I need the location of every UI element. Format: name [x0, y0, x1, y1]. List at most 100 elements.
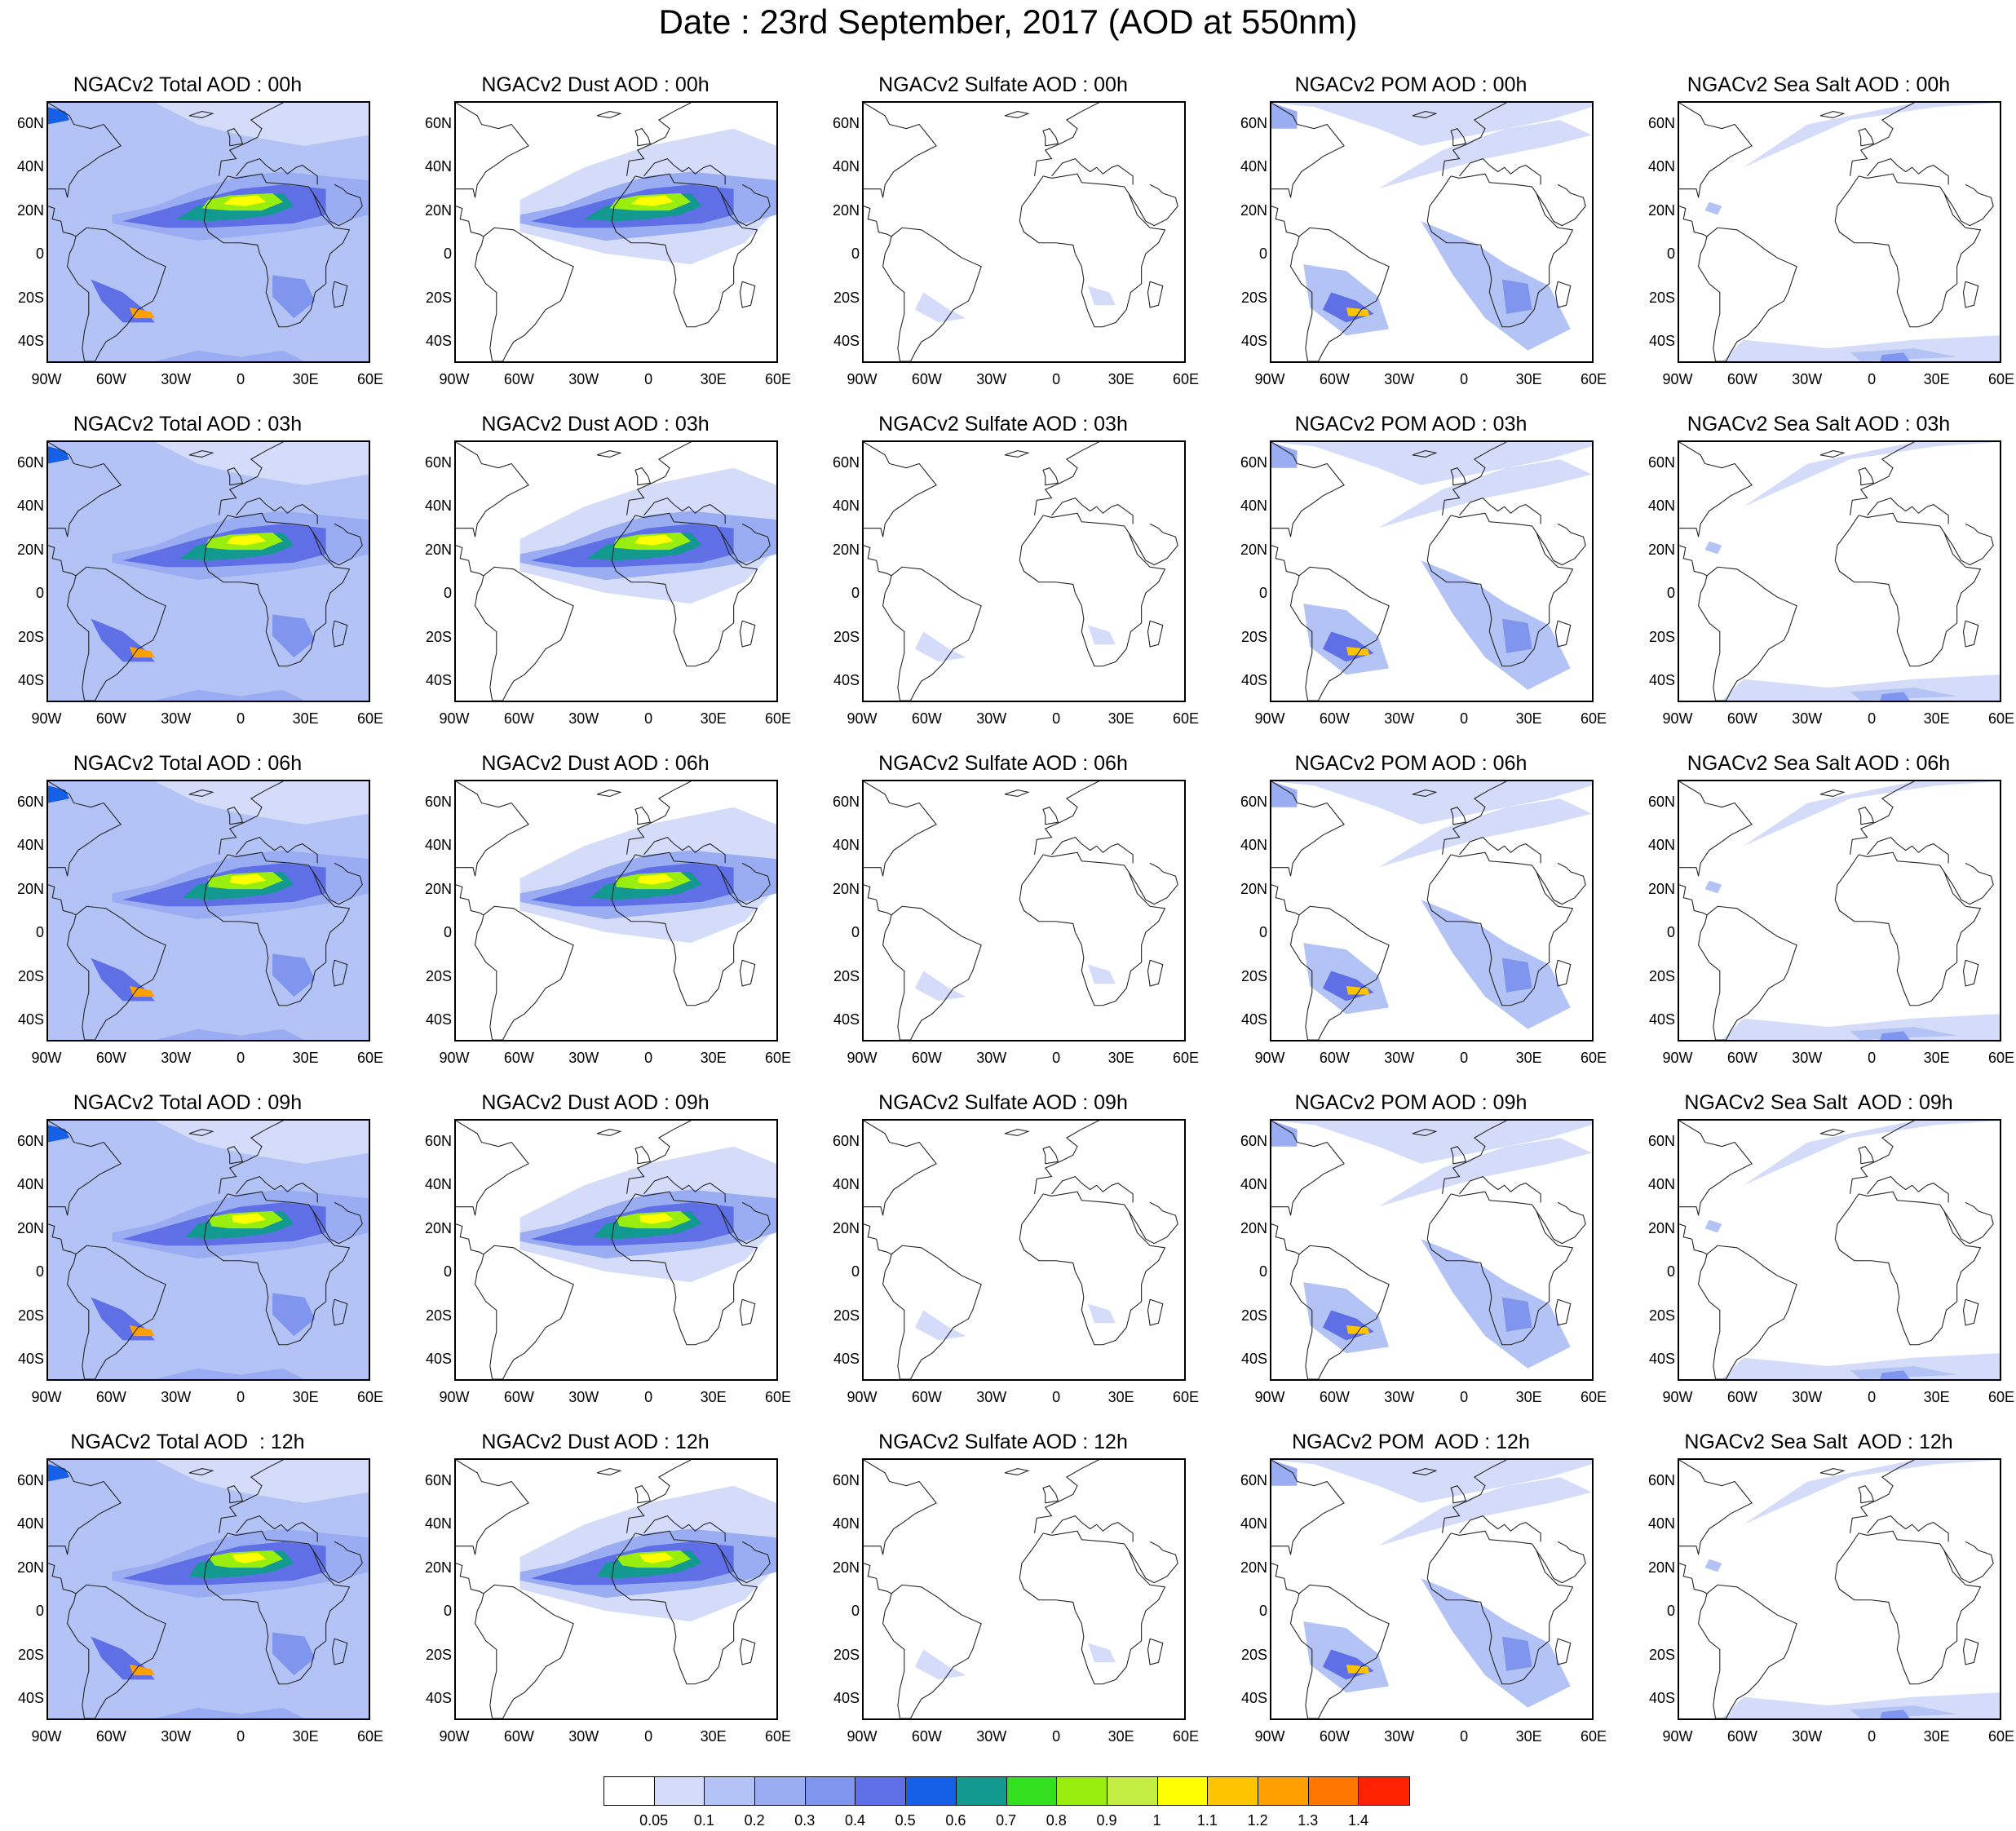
- lon-tick-label: 60W: [503, 371, 534, 387]
- lat-tick-label: 40S: [833, 1351, 860, 1368]
- lon-tick-label: 30E: [292, 710, 319, 727]
- coastline: [1042, 1485, 1059, 1504]
- lon-tick-label: 30W: [161, 1728, 192, 1745]
- lon-tick-label: 30E: [700, 1050, 727, 1066]
- lon-tick-label: 60E: [1172, 371, 1200, 387]
- coastline: [1004, 1129, 1030, 1137]
- coastline: [634, 128, 652, 147]
- map-panel-sulfate-12h: NGACv2 Sulfate AOD : 12h 60N 40N 20N 0 20S 40S…: [832, 1429, 1199, 1747]
- coastline: [236, 498, 318, 524]
- map-panel-sea-salt-09h: NGACv2 Sea Salt AOD : 09h 60N 40N 20N 0 20S 40…: [1647, 1090, 2014, 1408]
- map-panel-pom-06h: NGACv2 POM AOD : 06h 60N 40N 20N 0 20S 40S 90W 6…: [1240, 750, 1607, 1068]
- aod-shaded-region: [1501, 1636, 1532, 1671]
- coastline: [1442, 1460, 1507, 1533]
- lat-tick-label: 60N: [1240, 114, 1267, 131]
- coastline: [882, 227, 982, 361]
- coastline: [48, 1563, 77, 1594]
- lat-tick-label: 40N: [1240, 1515, 1267, 1532]
- coastline: [1536, 1541, 1586, 1584]
- lat-tick-label: 40N: [1240, 1176, 1267, 1193]
- coastline: [48, 206, 77, 237]
- coastline: [643, 498, 726, 524]
- lon-tick-label: 0: [1052, 710, 1061, 727]
- lon-tick-label: 60E: [1172, 1728, 1200, 1745]
- coastline: [1679, 545, 1708, 577]
- coastline: [1858, 807, 1875, 825]
- lon-tick-label: 90W: [847, 371, 878, 387]
- coastline: [643, 837, 726, 864]
- lat-tick-label: 20N: [1647, 880, 1675, 897]
- coastline: [1042, 467, 1059, 486]
- lat-tick-label: 0: [35, 924, 44, 941]
- lon-tick-label: 30E: [1515, 1050, 1542, 1066]
- lon-tick-label: 30E: [1107, 1050, 1134, 1066]
- lon-tick-label: 60E: [764, 1728, 792, 1745]
- lat-tick-label: 20N: [424, 880, 452, 897]
- coastline: [739, 1638, 756, 1665]
- lon-tick-label: 30W: [161, 1389, 192, 1405]
- lon-tick-label: 90W: [847, 710, 878, 727]
- coastline: [48, 884, 77, 916]
- aod-shaded-region: [154, 1368, 305, 1379]
- panel-title: NGACv2 POM AOD : 03h: [1294, 413, 1527, 436]
- lat-tick-label: 20N: [1647, 1559, 1675, 1576]
- coastline: [1128, 523, 1178, 566]
- aod-shaded-region: [1743, 1460, 2000, 1525]
- coastline: [1697, 566, 1797, 701]
- lon-tick-label: 30E: [1515, 1389, 1542, 1405]
- coastline: [1147, 1298, 1164, 1326]
- coastline: [1962, 620, 1979, 648]
- lat-tick-label: 0: [1258, 1263, 1267, 1280]
- lat-tick-label: 60N: [424, 793, 452, 810]
- coastline: [1271, 1223, 1300, 1255]
- coastline: [864, 781, 937, 877]
- lat-tick-label: 60N: [832, 114, 860, 131]
- coastline: [626, 1460, 692, 1533]
- lat-tick-label: 40S: [17, 1011, 44, 1028]
- lon-tick-label: 60W: [1319, 371, 1350, 387]
- lon-tick-label: 0: [1460, 1728, 1469, 1745]
- coastline: [331, 1298, 348, 1326]
- map-frame: [454, 1119, 778, 1381]
- lat-tick-label: 40S: [1240, 333, 1267, 350]
- lon-tick-label: 0: [644, 710, 653, 727]
- coastline: [1850, 1460, 1915, 1533]
- lat-tick-label: 40S: [1648, 333, 1675, 350]
- lat-tick-label: 60N: [1647, 114, 1675, 131]
- coastline: [1412, 789, 1438, 798]
- map-panel-sea-salt-00h: NGACv2 Sea Salt AOD : 00h 60N 40N 20N 0 20S 40…: [1647, 72, 2014, 390]
- coastline: [864, 103, 937, 198]
- coastline: [312, 1541, 363, 1584]
- lat-tick-label: 20S: [1240, 289, 1267, 306]
- lat-tick-label: 40S: [425, 1690, 452, 1707]
- aod-shaded-region: [1501, 1297, 1532, 1332]
- lon-tick-label: 30W: [976, 710, 1007, 727]
- panel-title: NGACv2 POM AOD : 09h: [1294, 1091, 1527, 1114]
- coastline: [864, 1223, 892, 1255]
- lon-tick-label: 90W: [439, 1050, 470, 1066]
- coastline: [1459, 837, 1541, 864]
- lon-tick-label: 90W: [439, 1728, 470, 1745]
- coastline: [1289, 1584, 1390, 1718]
- lon-tick-label: 90W: [1662, 1728, 1693, 1745]
- coastline: [1412, 1129, 1438, 1137]
- aod-map: [1679, 1121, 2000, 1379]
- lon-tick-label: 60W: [1726, 371, 1757, 387]
- coastline: [1051, 498, 1134, 524]
- coastline: [1034, 1121, 1099, 1194]
- lat-tick-label: 0: [851, 1263, 860, 1280]
- coastline: [1834, 851, 1982, 1006]
- lat-tick-label: 40S: [1648, 1351, 1675, 1368]
- aod-shaded-region: [1088, 1643, 1116, 1663]
- colorbar-level-label: 1: [1152, 1812, 1161, 1829]
- lon-tick-label: 60W: [95, 1728, 126, 1745]
- coastline: [456, 1563, 484, 1594]
- map-frame: [1270, 780, 1594, 1042]
- coastline: [1819, 1468, 1846, 1476]
- lon-tick-label: 60E: [1987, 1728, 2015, 1745]
- colorbar-swatch: [1057, 1777, 1107, 1805]
- panel-title: NGACv2 Sea Salt AOD : 12h: [1684, 1431, 1953, 1453]
- coastline: [219, 1460, 284, 1533]
- coastline: [1554, 959, 1572, 987]
- coastline: [1271, 545, 1300, 577]
